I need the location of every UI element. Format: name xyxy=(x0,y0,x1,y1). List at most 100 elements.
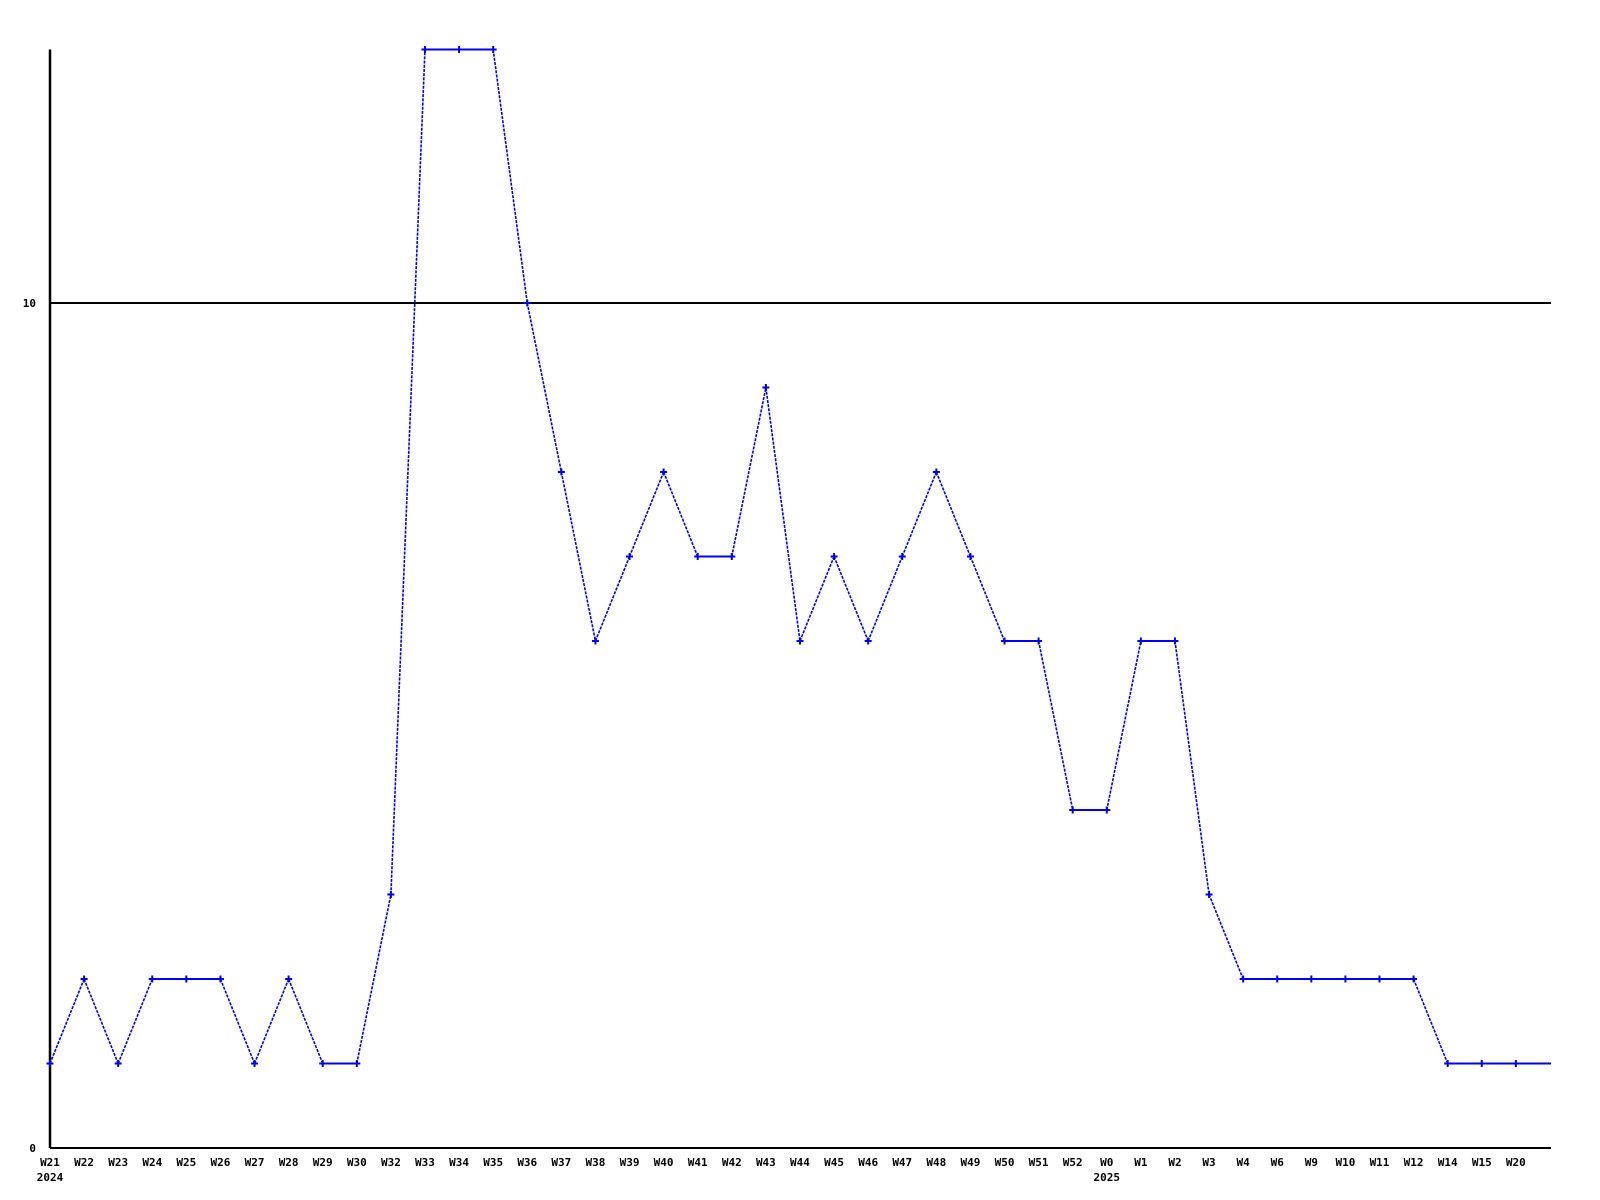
data-line-segment xyxy=(1106,640,1142,811)
x-tick-label: W46 xyxy=(858,1156,878,1169)
data-line-segment xyxy=(1174,640,1210,895)
data-point-marker xyxy=(1376,975,1384,983)
x-tick-label: W51 xyxy=(1029,1156,1049,1169)
data-line-segment xyxy=(492,49,529,304)
data-point-marker xyxy=(182,975,190,983)
data-point-marker xyxy=(1035,637,1043,645)
x-tick-label: W1 xyxy=(1134,1156,1148,1169)
data-point-marker xyxy=(932,468,940,476)
data-point-marker xyxy=(80,975,88,983)
data-point-marker xyxy=(864,637,872,645)
data-point-marker xyxy=(1512,1060,1520,1067)
x-tick-label: W43 xyxy=(756,1156,776,1169)
data-point-marker xyxy=(966,553,974,560)
data-point-marker xyxy=(46,1060,54,1067)
year-labels: 2024 2025 xyxy=(37,1171,1120,1184)
data-line-segment xyxy=(799,556,835,642)
data-point-marker xyxy=(251,1060,259,1067)
x-tick-label: W49 xyxy=(960,1156,980,1169)
data-point-marker xyxy=(148,975,156,983)
x-tick-label: W35 xyxy=(483,1156,503,1169)
data-line-segment xyxy=(117,978,154,1064)
data-point-markers xyxy=(46,46,1520,1067)
x-tick-label: W29 xyxy=(313,1156,333,1169)
data-point-marker xyxy=(898,553,906,560)
x-tick-label: W52 xyxy=(1063,1156,1083,1169)
data-line-segment xyxy=(1037,640,1074,811)
data-line-segment xyxy=(356,894,392,1064)
data-point-marker xyxy=(1341,975,1349,983)
data-line-segment xyxy=(833,556,869,642)
x-tick-label: W38 xyxy=(586,1156,606,1169)
x-tick-label: W41 xyxy=(688,1156,708,1169)
year-label: 2024 xyxy=(37,1171,64,1184)
y-tick-label: 0 xyxy=(29,1142,36,1155)
data-point-marker xyxy=(1103,806,1111,814)
data-line-segment xyxy=(1412,978,1449,1064)
data-line-segment xyxy=(765,387,801,642)
data-point-marker xyxy=(1273,975,1281,983)
y-tick-label: 10 xyxy=(23,297,36,310)
data-line-segment xyxy=(49,978,85,1064)
data-line-segment xyxy=(662,471,699,557)
data-line-segment xyxy=(287,978,324,1064)
data-point-marker xyxy=(1410,975,1418,983)
data-point-marker xyxy=(285,975,293,983)
x-tick-label: W26 xyxy=(211,1156,231,1169)
data-point-marker xyxy=(557,468,565,476)
x-tick-label: W48 xyxy=(926,1156,946,1169)
data-point-marker xyxy=(114,1060,122,1067)
data-point-marker xyxy=(421,46,429,53)
data-point-marker xyxy=(523,299,531,307)
data-point-marker xyxy=(1069,806,1077,814)
x-tick-label: W2 xyxy=(1168,1156,1181,1169)
data-line-segment xyxy=(560,471,597,642)
x-tick-label: W33 xyxy=(415,1156,435,1169)
data-point-marker xyxy=(216,975,224,983)
data-line-segment xyxy=(628,471,665,557)
x-tick-label: W39 xyxy=(620,1156,640,1169)
data-line-segment xyxy=(901,471,938,557)
x-tick-label: W23 xyxy=(108,1156,128,1169)
x-tick-label: W14 xyxy=(1438,1156,1458,1169)
x-tick-label: W6 xyxy=(1271,1156,1285,1169)
data-point-marker xyxy=(660,468,668,476)
x-tick-label: W47 xyxy=(892,1156,912,1169)
data-line-segment xyxy=(526,302,563,473)
data-point-marker xyxy=(1137,637,1145,645)
x-tick-label: W27 xyxy=(245,1156,265,1169)
x-tick-label: W3 xyxy=(1202,1156,1215,1169)
data-line-segment xyxy=(253,978,290,1064)
data-point-marker xyxy=(1239,975,1247,983)
x-tick-label: W32 xyxy=(381,1156,401,1169)
data-point-marker xyxy=(455,46,463,53)
data-point-marker xyxy=(489,46,497,53)
data-series-line xyxy=(49,48,1551,1065)
x-axis-tick-labels: W21 W22 W23 W24 W25 W26 W27 W28 W29 W30 W32 W33 W34 W… xyxy=(40,1156,1526,1169)
data-point-marker xyxy=(1001,637,1009,645)
data-line-segment xyxy=(594,556,631,642)
data-point-marker xyxy=(353,1060,361,1067)
data-point-marker xyxy=(591,637,599,645)
data-point-marker xyxy=(762,384,770,391)
x-tick-label: W24 xyxy=(142,1156,162,1169)
x-tick-label: W20 xyxy=(1506,1156,1526,1169)
x-tick-label: W28 xyxy=(279,1156,299,1169)
x-tick-label: W25 xyxy=(176,1156,196,1169)
data-point-marker xyxy=(626,553,634,560)
year-label: 2025 xyxy=(1094,1171,1121,1184)
x-tick-label: W10 xyxy=(1335,1156,1355,1169)
data-point-marker xyxy=(1444,1060,1452,1067)
x-tick-label: W45 xyxy=(824,1156,844,1169)
data-point-marker xyxy=(387,891,395,898)
x-tick-label: W37 xyxy=(551,1156,571,1169)
x-tick-label: W12 xyxy=(1404,1156,1424,1169)
data-point-marker xyxy=(830,553,838,560)
x-tick-label: W15 xyxy=(1472,1156,1492,1169)
data-line-segment xyxy=(83,978,119,1064)
x-tick-label: W50 xyxy=(995,1156,1015,1169)
x-tick-label: W44 xyxy=(790,1156,810,1169)
x-tick-label: W11 xyxy=(1370,1156,1390,1169)
data-point-marker xyxy=(1171,637,1179,645)
